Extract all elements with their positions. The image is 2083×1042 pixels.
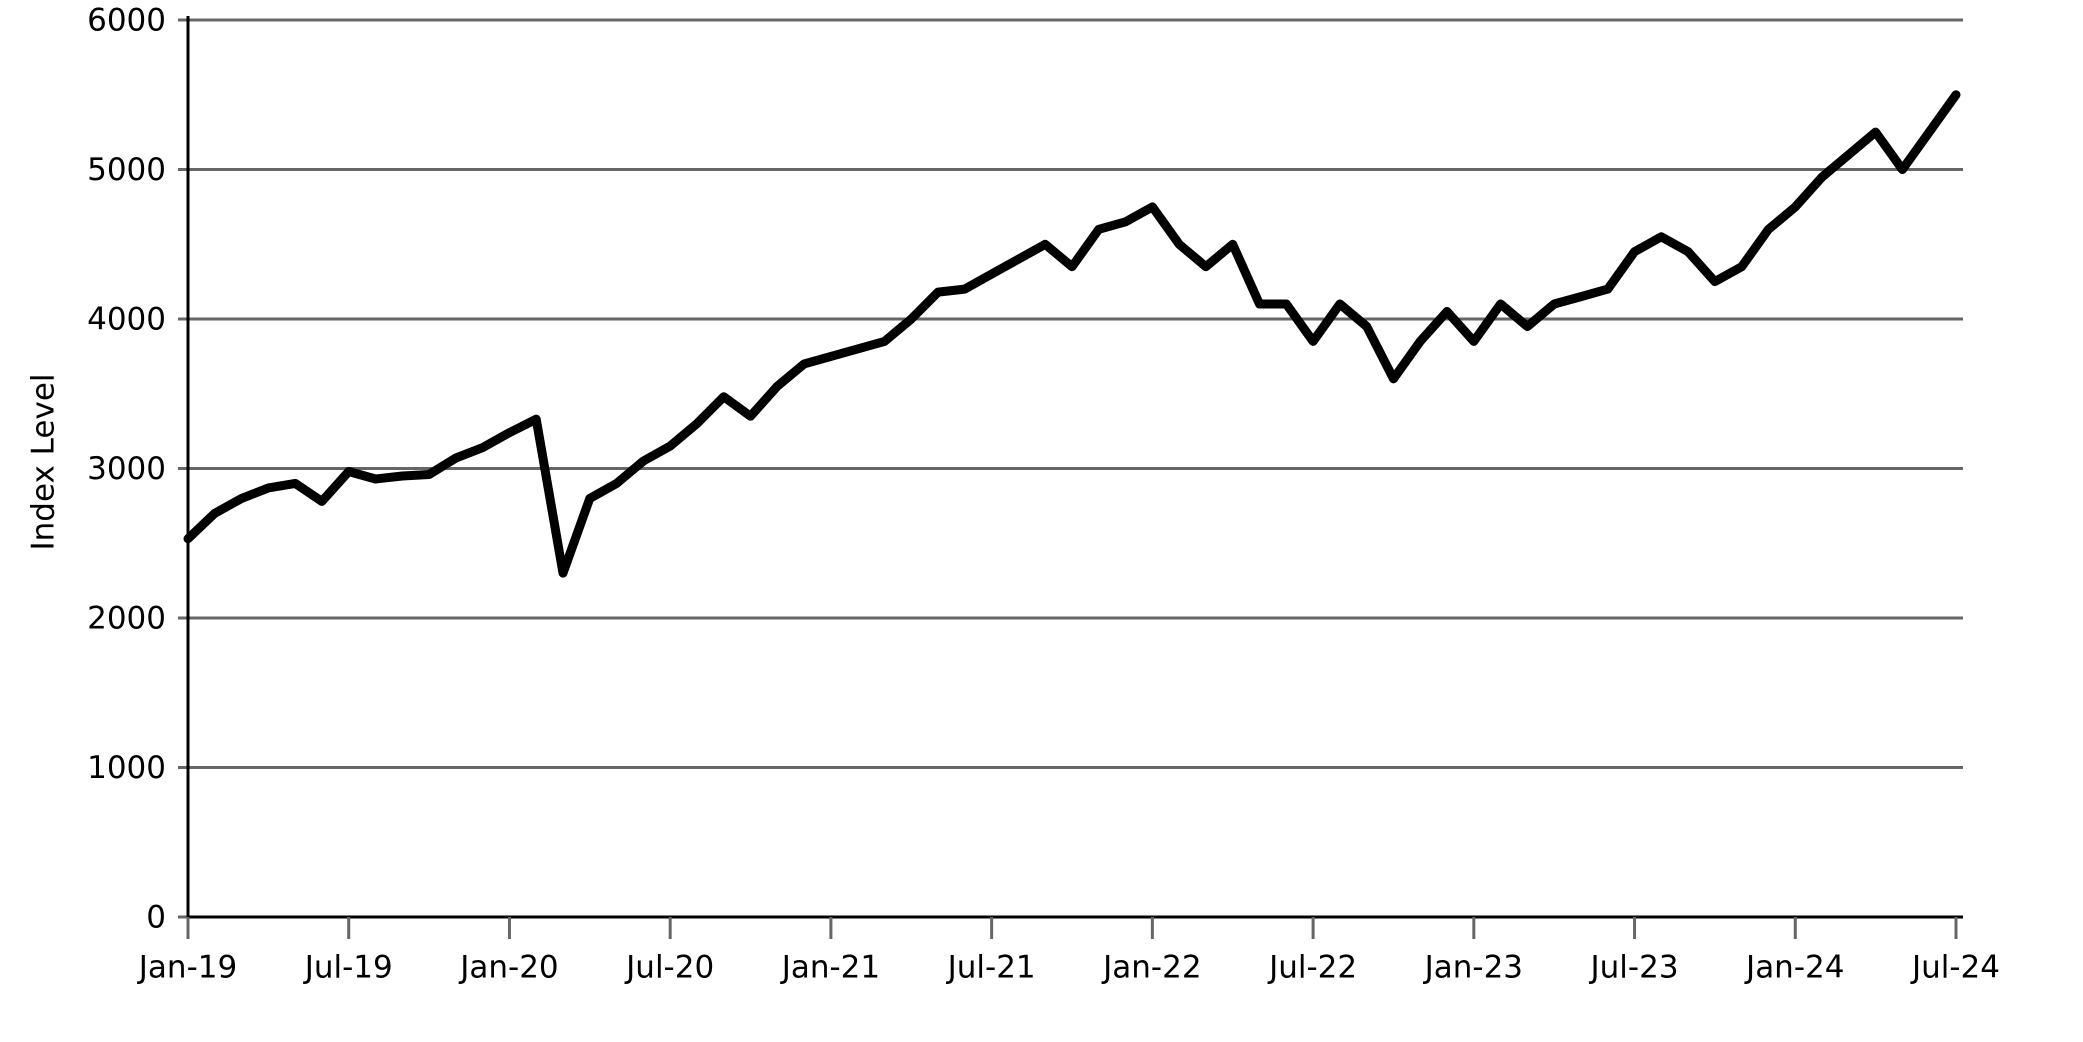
y-tick-label: 1000 bbox=[87, 750, 166, 786]
x-tick-label: Jul-21 bbox=[946, 950, 1036, 986]
x-tick-label: Jan-20 bbox=[458, 950, 558, 986]
y-axis-label: Index Level bbox=[26, 373, 62, 550]
x-tick-label: Jan-22 bbox=[1101, 950, 1201, 986]
data-line bbox=[183, 90, 1961, 578]
x-tick-label: Jan-21 bbox=[780, 950, 880, 986]
x-tick-label: Jul-19 bbox=[303, 950, 393, 986]
x-tick-label: Jan-19 bbox=[137, 950, 237, 986]
y-tick-label: 2000 bbox=[87, 601, 166, 637]
y-tick-label: 3000 bbox=[87, 451, 166, 487]
x-tick-label: Jul-20 bbox=[624, 950, 714, 986]
y-tick-label: 4000 bbox=[87, 302, 166, 338]
y-tick-label: 6000 bbox=[87, 3, 166, 39]
y-tick-label: 5000 bbox=[87, 152, 166, 188]
x-tick-label: Jan-23 bbox=[1423, 950, 1523, 986]
x-tick-label: Jan-24 bbox=[1744, 950, 1844, 986]
x-tick-label: Jul-22 bbox=[1267, 950, 1357, 986]
x-tick-label: Jul-23 bbox=[1589, 950, 1679, 986]
y-tick-label: 0 bbox=[146, 900, 166, 936]
x-tick-label: Jul-24 bbox=[1910, 950, 2000, 986]
